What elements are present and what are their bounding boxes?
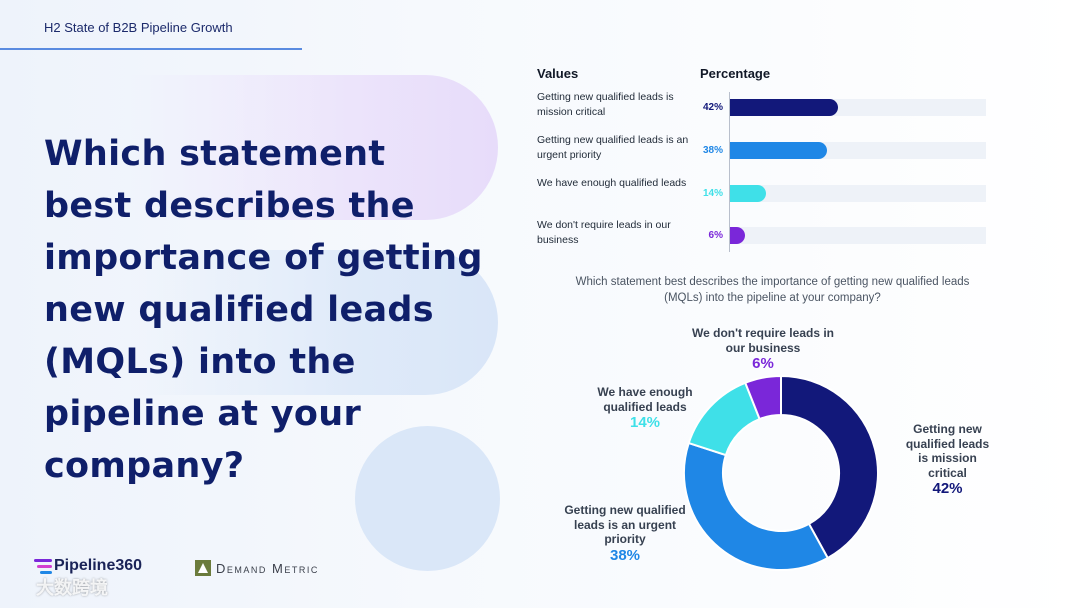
- donut-label-text: Getting new qualified leads is an urgent…: [564, 503, 686, 546]
- header-divider: [0, 48, 302, 50]
- donut-slice: [780, 374, 879, 560]
- bar: [730, 142, 828, 159]
- bar-value-label: 14%: [702, 188, 723, 199]
- bar-value-label: 42%: [702, 102, 723, 113]
- donut-label-text: We don't require leads in our business: [692, 326, 834, 355]
- pipeline360-wordmark: Pipeline360: [54, 557, 143, 574]
- header-title: H2 State of B2B Pipeline Growth: [44, 20, 233, 35]
- bar-track: [730, 185, 986, 202]
- bar-category-label: We have enough qualified leads: [537, 177, 687, 189]
- demand-metric-wordmark: Demand Metric: [216, 560, 319, 576]
- donut-label-pct: 42%: [932, 480, 963, 497]
- watermark: 大数跨境: [36, 578, 108, 598]
- donut-label-urgent: Getting new qualified leads is an urgent…: [560, 503, 690, 565]
- donut-label-text: We have enough qualified leads: [597, 385, 693, 414]
- bar-value-label: 6%: [708, 230, 723, 241]
- donut-label-text: Getting new qualified leads is mission c…: [905, 422, 990, 480]
- bar-track: [730, 227, 986, 244]
- column-header-values: Values: [537, 66, 579, 81]
- donut-label-pct: 38%: [609, 546, 641, 564]
- demand-metric-logo: Demand Metric: [195, 560, 319, 576]
- bar-category-label: We don't require leads in our business: [537, 219, 671, 246]
- decorative-circle: [355, 426, 500, 571]
- bar-category-label: Getting new qualified leads is an urgent…: [537, 134, 689, 161]
- bar-track: [730, 99, 986, 116]
- donut-label-pct: 6%: [752, 355, 774, 372]
- donut-label-enough: We have enough qualified leads 14%: [595, 385, 695, 432]
- bar-track: [730, 142, 986, 159]
- donut-label-pct: 14%: [629, 414, 661, 431]
- donut-slice: [743, 374, 782, 421]
- bar: [730, 227, 746, 244]
- pipeline360-mark-icon: [34, 559, 52, 574]
- bar-value-label: 38%: [702, 145, 723, 156]
- page-title: Which statement best describes the impor…: [44, 134, 483, 486]
- pipeline360-logo: Pipeline360: [34, 557, 142, 575]
- column-header-percentage: Percentage: [700, 66, 771, 81]
- donut-chart-title: Which statement best describes the impor…: [575, 276, 970, 304]
- bar-axis-line: [729, 92, 730, 252]
- demand-metric-mark-icon: [195, 560, 211, 576]
- bar: [730, 99, 838, 116]
- donut-slice: [683, 441, 830, 571]
- decorative-blue-pill: [130, 250, 498, 395]
- bar-category-label: Getting new qualified leads is mission c…: [537, 91, 674, 118]
- bar: [730, 185, 766, 202]
- donut-label-mission: Getting new qualified leads is mission c…: [900, 422, 995, 498]
- decorative-purple-pill: [130, 75, 498, 220]
- donut-label-none: We don't require leads in our business 6…: [688, 326, 838, 373]
